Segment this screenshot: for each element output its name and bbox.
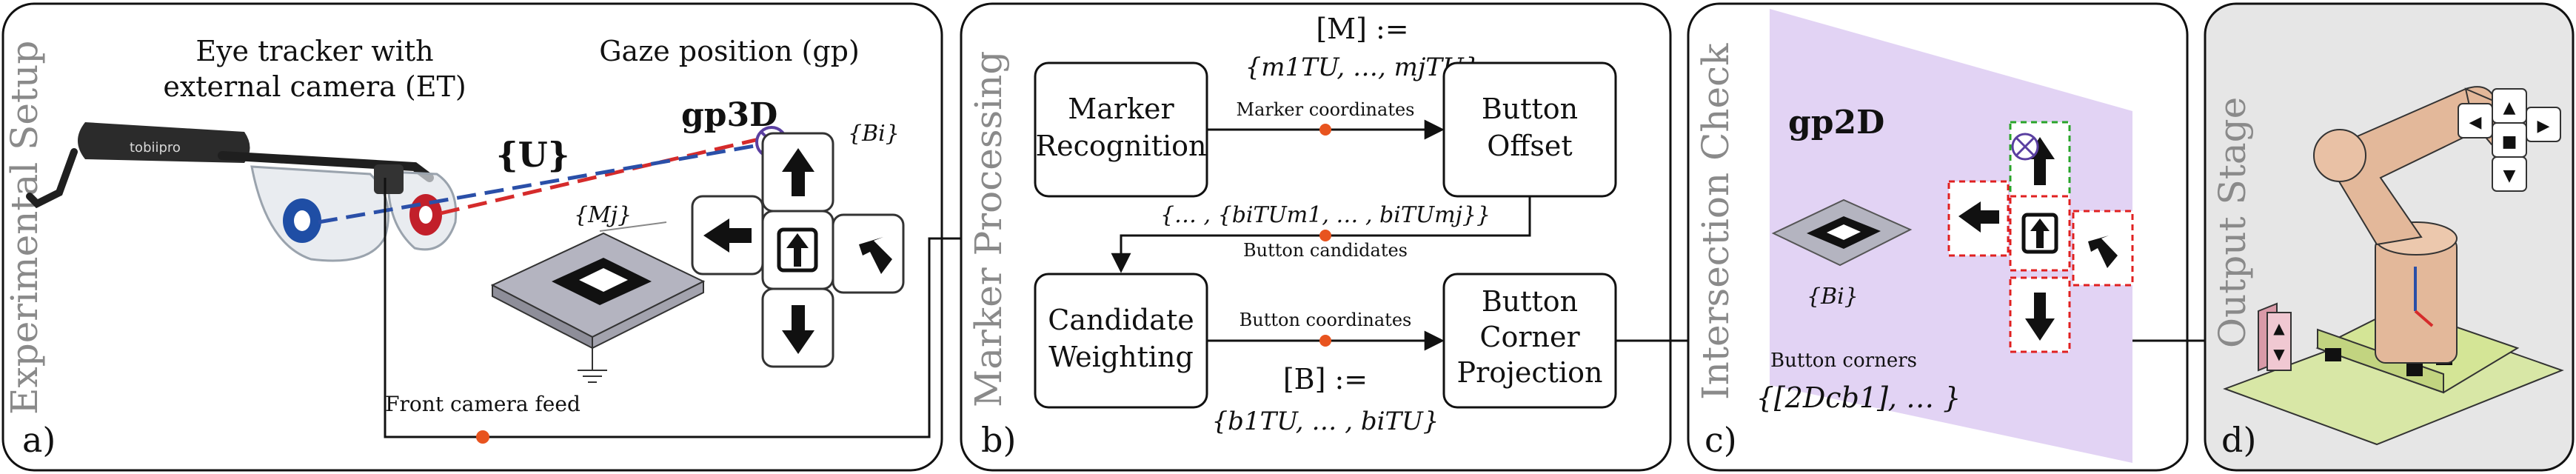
svg-text:■: ■ xyxy=(2502,133,2518,151)
gaze-position-title: Gaze position (gp) xyxy=(599,35,860,67)
robot-keypad: ◀ ▲ ■ ▶ ▼ xyxy=(2458,88,2561,192)
box-candidate-weighting: Candidate Weighting xyxy=(1034,273,1208,409)
marker-plate-small xyxy=(1771,198,1913,267)
svg-text:▲: ▲ xyxy=(2503,99,2516,117)
m-definition-line1: [M] := xyxy=(1316,13,1408,45)
b-definition-line2: {b1TU, … , biTU} xyxy=(1212,407,1439,436)
edge-label-marker-coordinates: Marker coordinates xyxy=(1237,99,1415,120)
mj-label: {Mj} xyxy=(574,202,632,228)
gp3d-label: gp3D xyxy=(681,96,777,134)
panel-d-letter: d) xyxy=(2221,420,2256,460)
corners-set: {[2Dcb1], … } xyxy=(1756,381,1961,414)
svg-text:Button: Button xyxy=(1482,93,1578,125)
svg-text:Marker: Marker xyxy=(1068,93,1174,125)
remote-box: ▲ ▼ xyxy=(2258,302,2292,372)
svg-text:▶: ▶ xyxy=(2537,117,2550,136)
edge-dot-button-candidates xyxy=(1319,230,1331,241)
panel-a-letter: a) xyxy=(22,420,56,460)
box-button-offset: Button Offset xyxy=(1442,61,1617,198)
panel-b-side-label: Marker Processing xyxy=(967,51,1010,407)
projected-button-left xyxy=(1947,180,2010,257)
keypad-button-enter xyxy=(761,210,834,290)
gp2d-label: gp2D xyxy=(1788,104,1884,141)
gaze-ray-blue xyxy=(318,143,760,224)
edge-set-button-candidates: {… , {biTUm1, … , biTUmj}} xyxy=(1160,202,1491,228)
panel-a-side-label: Experimental Setup xyxy=(3,41,46,415)
svg-text:Projection: Projection xyxy=(1457,356,1603,389)
eye-tracker-label-line2: external camera (ET) xyxy=(163,70,466,103)
eye-tracker-label-line1: Eye tracker with xyxy=(195,35,433,67)
b-definition-line1: [B] := xyxy=(1283,363,1368,395)
svg-text:Recognition: Recognition xyxy=(1036,130,1207,162)
svg-text:Weighting: Weighting xyxy=(1048,341,1194,373)
projected-button-right xyxy=(2072,210,2134,287)
panel-c-side-label: Intersection Check xyxy=(1694,43,1737,400)
panel-a-experimental-setup: Experimental Setup a) Eye tracker with e… xyxy=(1,2,943,472)
svg-text:Corner: Corner xyxy=(1479,321,1580,353)
panel-a-frame xyxy=(1,2,943,472)
front-camera-feed-dot xyxy=(476,430,489,444)
panel-c-letter: c) xyxy=(1704,420,1737,460)
keypad-button-left xyxy=(691,195,764,276)
bi-label-a: {Bi} xyxy=(848,121,900,147)
box-button-corner-projection: Button Corner Projection xyxy=(1442,273,1617,409)
edge-label-button-coordinates: Button coordinates xyxy=(1240,310,1412,330)
box-marker-recognition: Marker Recognition xyxy=(1034,61,1208,198)
panel-b-letter: b) xyxy=(981,420,1016,460)
svg-text:▲: ▲ xyxy=(2273,319,2285,337)
button-keypad xyxy=(691,132,905,368)
projected-button-enter xyxy=(2009,195,2071,272)
edge-label-button-candidates: Button candidates xyxy=(1243,240,1408,261)
marker-plate xyxy=(490,221,706,383)
gaze-point-icon-2d xyxy=(2011,133,2039,161)
frame-u-label: {U} xyxy=(496,135,569,175)
svg-text:◀: ◀ xyxy=(2469,113,2482,132)
keypad-button-down xyxy=(761,287,834,368)
panel-d-output-stage: Output Stage d) ▲ ▼ xyxy=(2204,2,2575,472)
projected-button-down xyxy=(2009,276,2071,353)
bi-label-c: {Bi} xyxy=(1807,284,1859,310)
brand-label: tobiipro xyxy=(130,140,181,156)
button-corners-label: Button corners xyxy=(1770,350,1917,372)
svg-text:Button: Button xyxy=(1482,285,1578,318)
edge-dot-button-coordinates xyxy=(1319,335,1331,347)
panel-d-side-label: Output Stage xyxy=(2211,97,2254,348)
projected-button-up xyxy=(2009,121,2071,198)
m-definition-line2: {m1TU, …, mjTU} xyxy=(1245,53,1480,82)
projected-buttons xyxy=(1947,121,2134,353)
svg-text:▼: ▼ xyxy=(2273,345,2285,363)
keypad-button-right xyxy=(832,213,905,294)
svg-text:Candidate: Candidate xyxy=(1048,304,1194,336)
gaze-ray-red xyxy=(440,137,760,216)
svg-text:▼: ▼ xyxy=(2503,167,2516,185)
svg-text:Offset: Offset xyxy=(1487,130,1572,162)
edge-dot-marker-coordinates xyxy=(1319,124,1331,136)
panel-c-intersection-check: Intersection Check c) gp2D {Bi} xyxy=(1687,2,2189,472)
keypad-button-up xyxy=(761,132,834,213)
panel-b-marker-processing: Marker Processing b) [M] := {m1TU, …, mj… xyxy=(960,2,1672,472)
eye-tracker-glasses: tobiipro xyxy=(26,122,458,262)
front-camera-feed-label: Front camera feed xyxy=(385,392,581,416)
